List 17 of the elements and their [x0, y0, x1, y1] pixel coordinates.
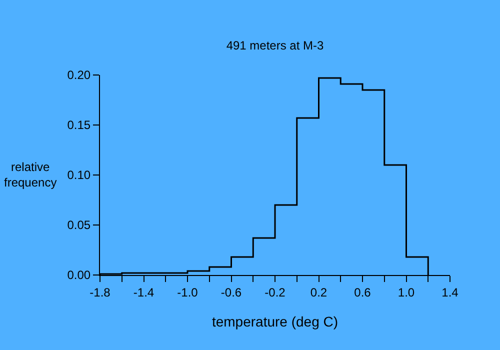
- x-tick-label: 0.6: [354, 285, 372, 300]
- x-tick-label: -1.8: [90, 285, 111, 300]
- chart-title: 491 meters at M-3: [226, 38, 324, 53]
- x-tick-label: 1.0: [398, 285, 415, 300]
- y-tick-label: 0.05: [67, 218, 91, 232]
- y-tick-label: 0.20: [67, 68, 91, 82]
- x-axis-title: temperature (deg C): [212, 314, 338, 330]
- y-tick-label: 0.10: [67, 168, 91, 182]
- y-tick-label: 0.00: [67, 268, 91, 282]
- x-tick-label: -0.6: [220, 285, 242, 300]
- x-tick-label: -0.2: [264, 285, 286, 300]
- x-tick-label: 0.2: [310, 285, 328, 300]
- y-axis-title: relative frequency: [4, 160, 57, 190]
- x-tick-label: 1.4: [442, 285, 459, 300]
- x-tick-label: -1.0: [177, 285, 198, 300]
- y-tick-label: 0.15: [67, 118, 91, 132]
- x-tick-label: -1.4: [133, 285, 154, 300]
